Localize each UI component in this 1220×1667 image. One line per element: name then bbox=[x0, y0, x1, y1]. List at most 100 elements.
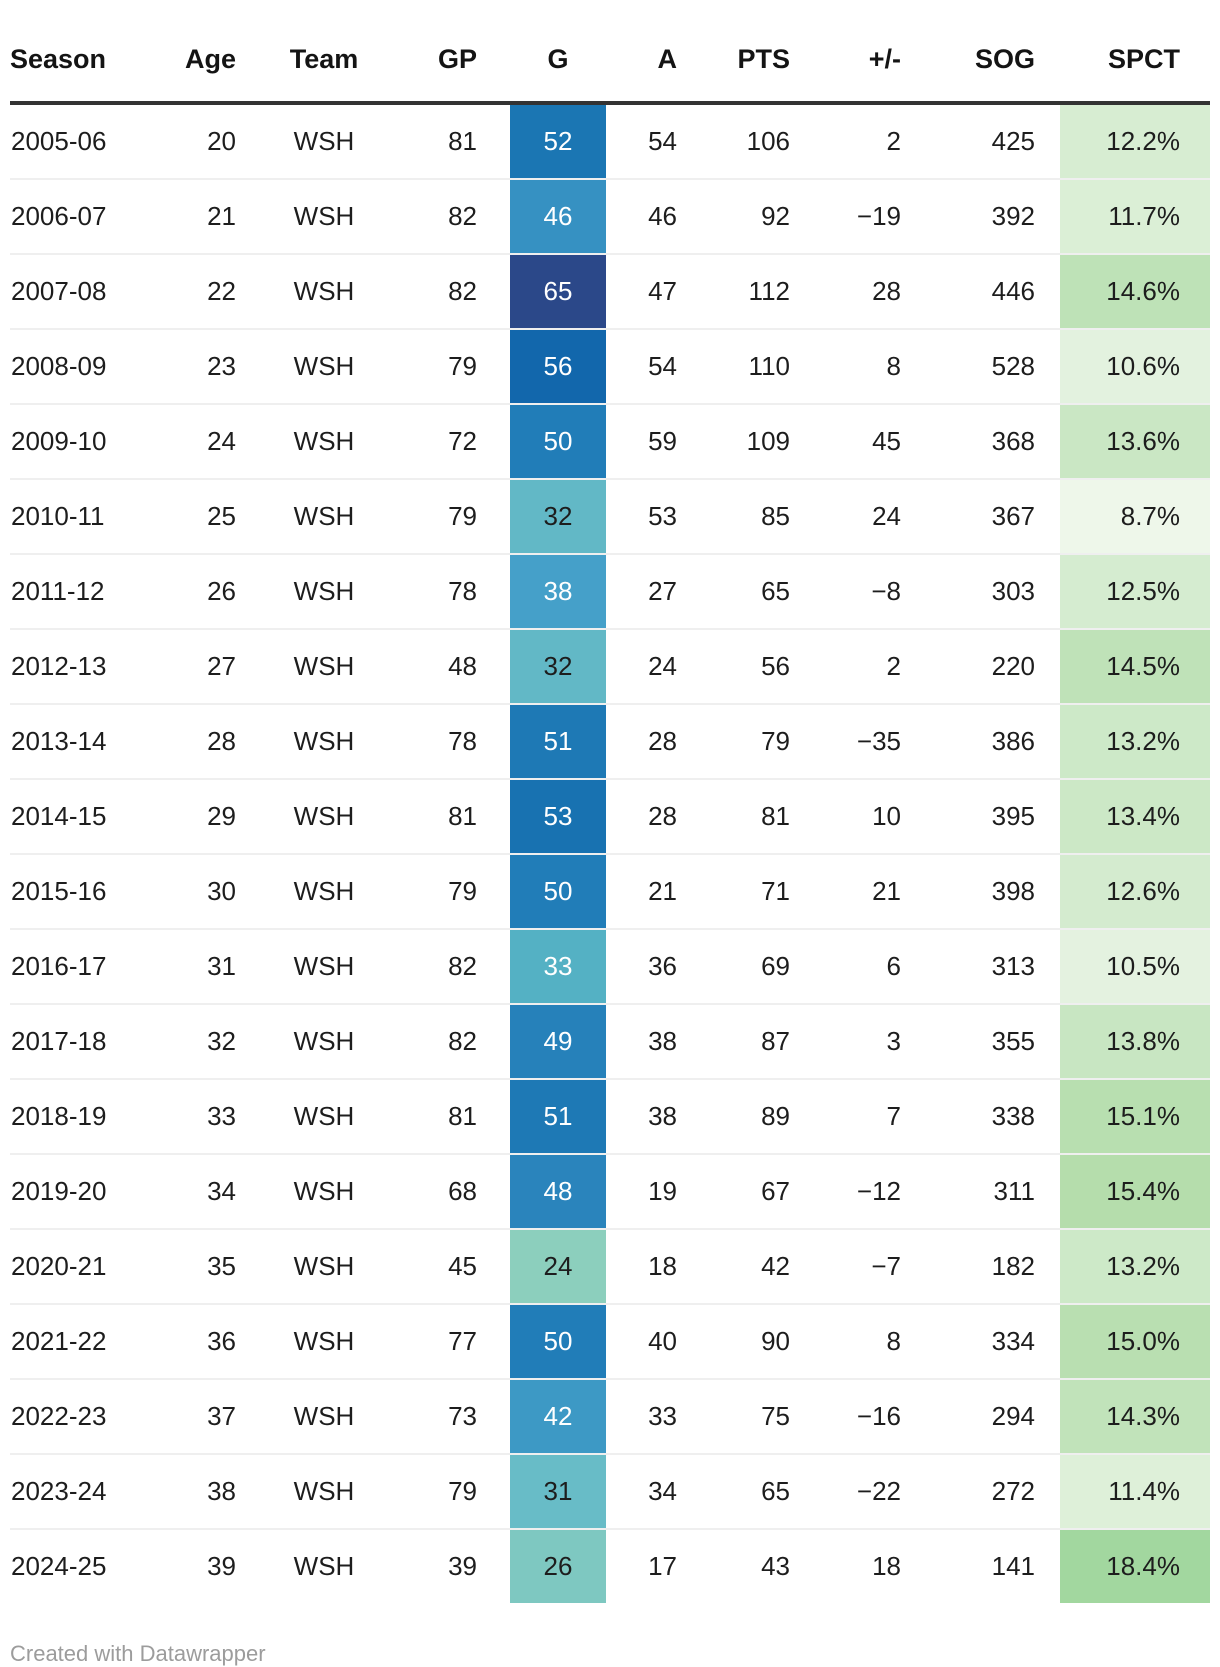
cell-sog: 368 bbox=[904, 403, 1060, 479]
cell-age: 27 bbox=[140, 628, 238, 704]
cell-g: 38 bbox=[510, 553, 606, 629]
column-header-spct: SPCT bbox=[1060, 0, 1210, 105]
cell-pts: 109 bbox=[680, 403, 792, 479]
cell-season: 2005-06 bbox=[11, 126, 107, 156]
cell-spct: 12.2% bbox=[1060, 103, 1210, 179]
cell-season: 2014-15 bbox=[10, 778, 140, 854]
cell-gp: 82 bbox=[410, 928, 510, 1004]
cell-a: 47 bbox=[606, 253, 680, 329]
cell-g: 24 bbox=[510, 1228, 606, 1304]
cell-gp: 82 bbox=[410, 1003, 510, 1079]
cell-age: 24 bbox=[140, 403, 238, 479]
cell-a: 46 bbox=[606, 178, 680, 254]
cell-season: 2015-16 bbox=[10, 853, 140, 929]
table-row: 2020-21 35 WSH 45 24 18 42 −7 182 13.2% bbox=[10, 1228, 1210, 1304]
cell-a: 28 bbox=[606, 703, 680, 779]
cell-team: WSH bbox=[238, 853, 410, 929]
cell-plus_minus: 21 bbox=[792, 853, 904, 929]
cell-sog: 355 bbox=[904, 1003, 1060, 1079]
cell-team: WSH bbox=[238, 628, 410, 704]
cell-plus_minus: −19 bbox=[792, 178, 904, 254]
cell-gp: 81 bbox=[410, 1078, 510, 1154]
cell-season: 2009-10 bbox=[10, 403, 140, 479]
table-row: 2005-06 20 WSH 81 52 54 106 2 425 12.2% bbox=[10, 103, 1210, 179]
cell-team: WSH bbox=[238, 478, 410, 554]
cell-g: 46 bbox=[510, 178, 606, 254]
cell-season: 2017-18 bbox=[10, 1003, 140, 1079]
cell-team: WSH bbox=[293, 126, 355, 156]
cell-gp: 77 bbox=[410, 1303, 510, 1379]
cell-spct: 10.5% bbox=[1060, 928, 1210, 1004]
cell-spct: 14.6% bbox=[1060, 253, 1210, 329]
cell-a: 36 bbox=[606, 928, 680, 1004]
cell-team: WSH bbox=[238, 328, 410, 404]
cell-spct: 13.2% bbox=[1060, 1228, 1210, 1304]
column-header-age: Age bbox=[140, 0, 238, 105]
cell-sog: 338 bbox=[904, 1078, 1060, 1154]
cell-gp: 81 bbox=[448, 126, 477, 156]
cell-sog: 294 bbox=[904, 1378, 1060, 1454]
cell-gp: 45 bbox=[410, 1228, 510, 1304]
cell-gp: 82 bbox=[410, 178, 510, 254]
cell-sog: 303 bbox=[904, 553, 1060, 629]
cell-age: 38 bbox=[140, 1453, 238, 1529]
table-row: 2011-12 26 WSH 78 38 27 65 −8 303 12.5% bbox=[10, 553, 1210, 629]
cell-spct: 18.4% bbox=[1060, 1528, 1210, 1603]
cell-season: 2018-19 bbox=[10, 1078, 140, 1154]
cell-gp: 68 bbox=[410, 1153, 510, 1229]
cell-g: 49 bbox=[510, 1003, 606, 1079]
cell-gp: 48 bbox=[410, 628, 510, 704]
cell-a: 18 bbox=[606, 1228, 680, 1304]
cell-season: 2016-17 bbox=[10, 928, 140, 1004]
cell-age: 32 bbox=[140, 1003, 238, 1079]
cell-spct: 15.1% bbox=[1060, 1078, 1210, 1154]
cell-pts: 65 bbox=[680, 553, 792, 629]
cell-pts: 67 bbox=[680, 1153, 792, 1229]
cell-g: 48 bbox=[510, 1153, 606, 1229]
column-header-goals: G bbox=[510, 0, 606, 105]
table-row: 2017-18 32 WSH 82 49 38 87 3 355 13.8% bbox=[10, 1003, 1210, 1079]
column-header-season: Season bbox=[10, 0, 140, 105]
cell-team: WSH bbox=[238, 1228, 410, 1304]
cell-team: WSH bbox=[238, 553, 410, 629]
cell-season: 2011-12 bbox=[10, 553, 140, 629]
cell-pts: 106 bbox=[746, 126, 790, 156]
cell-team: WSH bbox=[238, 403, 410, 479]
cell-g: 51 bbox=[510, 703, 606, 779]
cell-plus_minus: −8 bbox=[792, 553, 904, 629]
cell-spct: 10.6% bbox=[1060, 328, 1210, 404]
cell-season: 2022-23 bbox=[10, 1378, 140, 1454]
table-row: 2012-13 27 WSH 48 32 24 56 2 220 14.5% bbox=[10, 628, 1210, 704]
cell-gp: 73 bbox=[410, 1378, 510, 1454]
cell-pts: 90 bbox=[680, 1303, 792, 1379]
cell-g: 56 bbox=[510, 328, 606, 404]
cell-gp: 72 bbox=[410, 403, 510, 479]
table-body: 2005-06 20 WSH 81 52 54 106 2 425 12.2% 2006-07 21 W… bbox=[10, 103, 1210, 1603]
cell-age: 35 bbox=[140, 1228, 238, 1304]
cell-pts: 43 bbox=[680, 1528, 792, 1603]
cell-g: 53 bbox=[510, 778, 606, 854]
cell-pts: 112 bbox=[680, 253, 792, 329]
cell-season: 2006-07 bbox=[10, 178, 140, 254]
column-header-assists: A bbox=[606, 0, 680, 105]
cell-season: 2024-25 bbox=[10, 1528, 140, 1603]
cell-season: 2021-22 bbox=[10, 1303, 140, 1379]
cell-pts: 79 bbox=[680, 703, 792, 779]
cell-a: 17 bbox=[606, 1528, 680, 1603]
cell-plus_minus: 6 bbox=[792, 928, 904, 1004]
cell-plus_minus: 10 bbox=[792, 778, 904, 854]
cell-plus_minus: 7 bbox=[792, 1078, 904, 1154]
cell-spct: 12.6% bbox=[1060, 853, 1210, 929]
cell-age: 37 bbox=[140, 1378, 238, 1454]
cell-sog: 386 bbox=[904, 703, 1060, 779]
cell-plus_minus: 2 bbox=[792, 628, 904, 704]
cell-plus_minus: −22 bbox=[792, 1453, 904, 1529]
cell-team: WSH bbox=[238, 1528, 410, 1603]
cell-season: 2010-11 bbox=[10, 478, 140, 554]
cell-sog: 141 bbox=[904, 1528, 1060, 1603]
column-header-gp: GP bbox=[410, 0, 510, 105]
cell-sog: 528 bbox=[904, 328, 1060, 404]
cell-gp: 39 bbox=[410, 1528, 510, 1603]
cell-a: 34 bbox=[606, 1453, 680, 1529]
table-row: 2015-16 30 WSH 79 50 21 71 21 398 12.6% bbox=[10, 853, 1210, 929]
